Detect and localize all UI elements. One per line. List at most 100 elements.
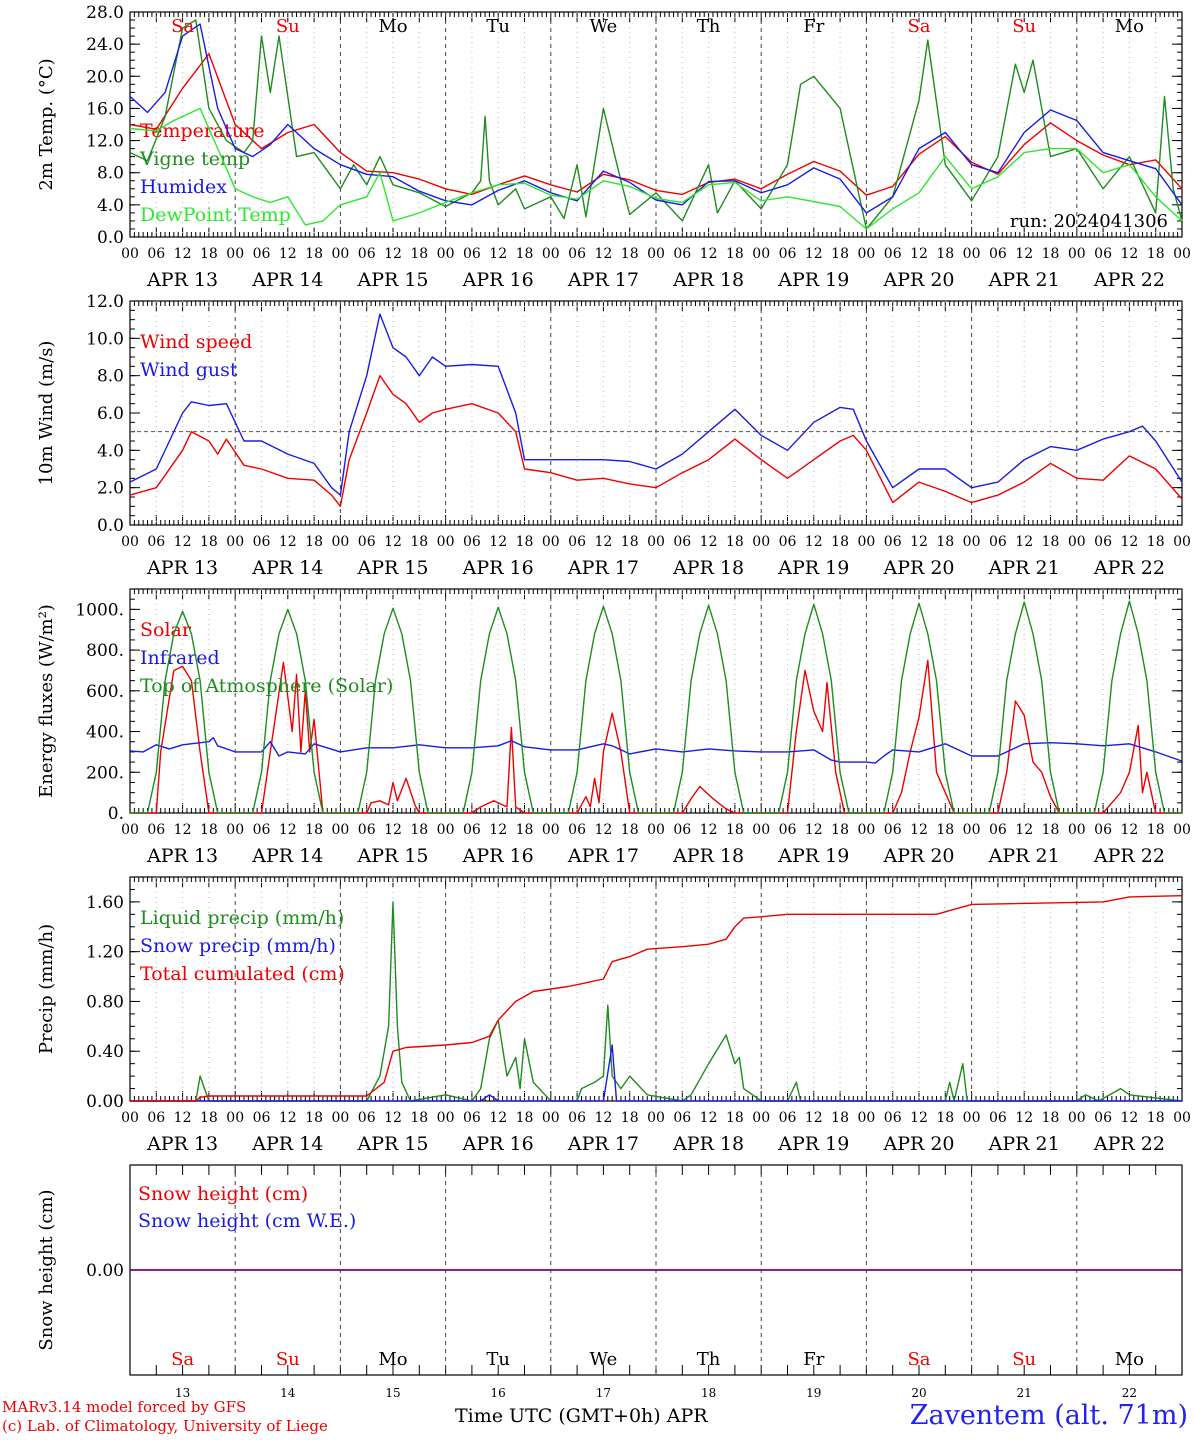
date-label: APR 13 [146,1133,218,1155]
hour-label: 12 [1120,822,1138,838]
hour-label: 06 [989,1110,1007,1126]
hour-label: 18 [516,1110,534,1126]
legend-entry: Temperature [140,120,264,142]
hour-label: 00 [226,822,244,838]
hour-label: 12 [489,534,507,550]
hour-label: 18 [200,1110,218,1126]
hour-label: 18 [936,822,954,838]
hour-label: 12 [279,1110,297,1126]
day-name: Mo [378,16,407,37]
hour-label: 00 [963,246,981,262]
hour-label: 06 [673,822,691,838]
hour-label: 18 [936,534,954,550]
y-tick-label: 0.80 [86,992,124,1012]
date-label: APR 22 [1093,1133,1165,1155]
hour-label: 00 [121,822,139,838]
hour-label: 12 [910,246,928,262]
date-label: APR 18 [672,845,744,867]
hour-label: 06 [358,1110,376,1126]
y-tick-label: 0.0 [97,516,124,536]
y-tick-label: 8.0 [97,367,124,387]
y-tick-label: 0.0 [97,228,124,248]
hour-label: 00 [331,1110,349,1126]
day-name: Su [1012,1349,1036,1370]
date-label: APR 15 [356,557,428,579]
hour-label: 12 [1120,246,1138,262]
hour-label: 06 [253,1110,271,1126]
y-tick-label: 600. [86,682,124,702]
legend-entry: Snow precip (mm/h) [140,935,336,957]
hour-label: 12 [279,246,297,262]
date-label: APR 16 [462,1133,534,1155]
hour-label: 18 [516,246,534,262]
date-number: 22 [1122,1386,1137,1400]
hour-label: 06 [673,246,691,262]
hour-label: 06 [463,822,481,838]
hour-label: 18 [621,1110,639,1126]
hour-label: 00 [752,1110,770,1126]
hour-label: 06 [463,534,481,550]
y-tick-label: 28.0 [86,3,124,23]
hour-label: 12 [279,534,297,550]
date-number: 15 [385,1386,400,1400]
hour-label: 06 [358,822,376,838]
hour-label: 00 [857,534,875,550]
hour-label: 00 [857,246,875,262]
hour-label: 18 [831,246,849,262]
y-tick-label: 400. [86,723,124,743]
hour-label: 00 [1068,822,1086,838]
date-label: APR 20 [882,269,954,291]
date-label: APR 22 [1093,845,1165,867]
hour-label: 18 [200,822,218,838]
hour-label: 12 [384,1110,402,1126]
hour-label: 06 [989,822,1007,838]
hour-label: 12 [910,822,928,838]
day-name: Th [697,16,721,37]
hour-label: 06 [463,246,481,262]
hour-label: 18 [200,246,218,262]
hour-label: 06 [884,822,902,838]
hour-label: 00 [647,534,665,550]
series-line-dewpoint-temp [129,107,1183,230]
legend-entry: Wind speed [140,331,252,353]
hour-label: 00 [121,246,139,262]
hour-label: 00 [963,534,981,550]
hour-label: 18 [1147,246,1165,262]
day-name: Th [697,1349,721,1370]
date-number: 20 [911,1386,926,1400]
y-tick-label: 8.0 [97,164,124,184]
hour-label: 18 [305,246,323,262]
hour-label: 18 [726,534,744,550]
hour-label: 06 [779,1110,797,1126]
hour-label: 12 [384,822,402,838]
hour-label: 00 [647,246,665,262]
hour-label: 18 [410,1110,428,1126]
date-label: APR 19 [777,1133,849,1155]
date-label: APR 14 [251,269,323,291]
date-label: APR 20 [882,557,954,579]
hour-label: 00 [752,534,770,550]
legend-entry: Liquid precip (mm/h) [140,907,344,929]
day-name: Fr [803,16,824,37]
hour-label: 06 [147,822,165,838]
hour-label: 06 [568,1110,586,1126]
day-name: Mo [1115,16,1144,37]
date-label: APR 21 [988,557,1060,579]
hour-label: 18 [1042,534,1060,550]
hour-label: 06 [253,534,271,550]
hour-label: 06 [358,534,376,550]
panel-2: 0.0 2.0 4.0 6.0 8.0 10.0 12.0 10m Wind (m/s) Win… [36,292,1191,579]
hour-label: 06 [779,822,797,838]
y-axis-label: Snow height (cm) [36,1189,57,1350]
hour-label: 06 [568,246,586,262]
series-line-total-cumulated-cm- [130,895,1183,1102]
y-axis-label: 2m Temp. (°C) [36,58,57,190]
day-name: Su [276,1349,300,1370]
hour-label: 06 [673,1110,691,1126]
hour-label: 00 [226,1110,244,1126]
hour-label: 00 [226,534,244,550]
date-number: 19 [806,1386,821,1400]
hour-label: 00 [647,822,665,838]
legend-entry: Humidex [140,176,227,198]
